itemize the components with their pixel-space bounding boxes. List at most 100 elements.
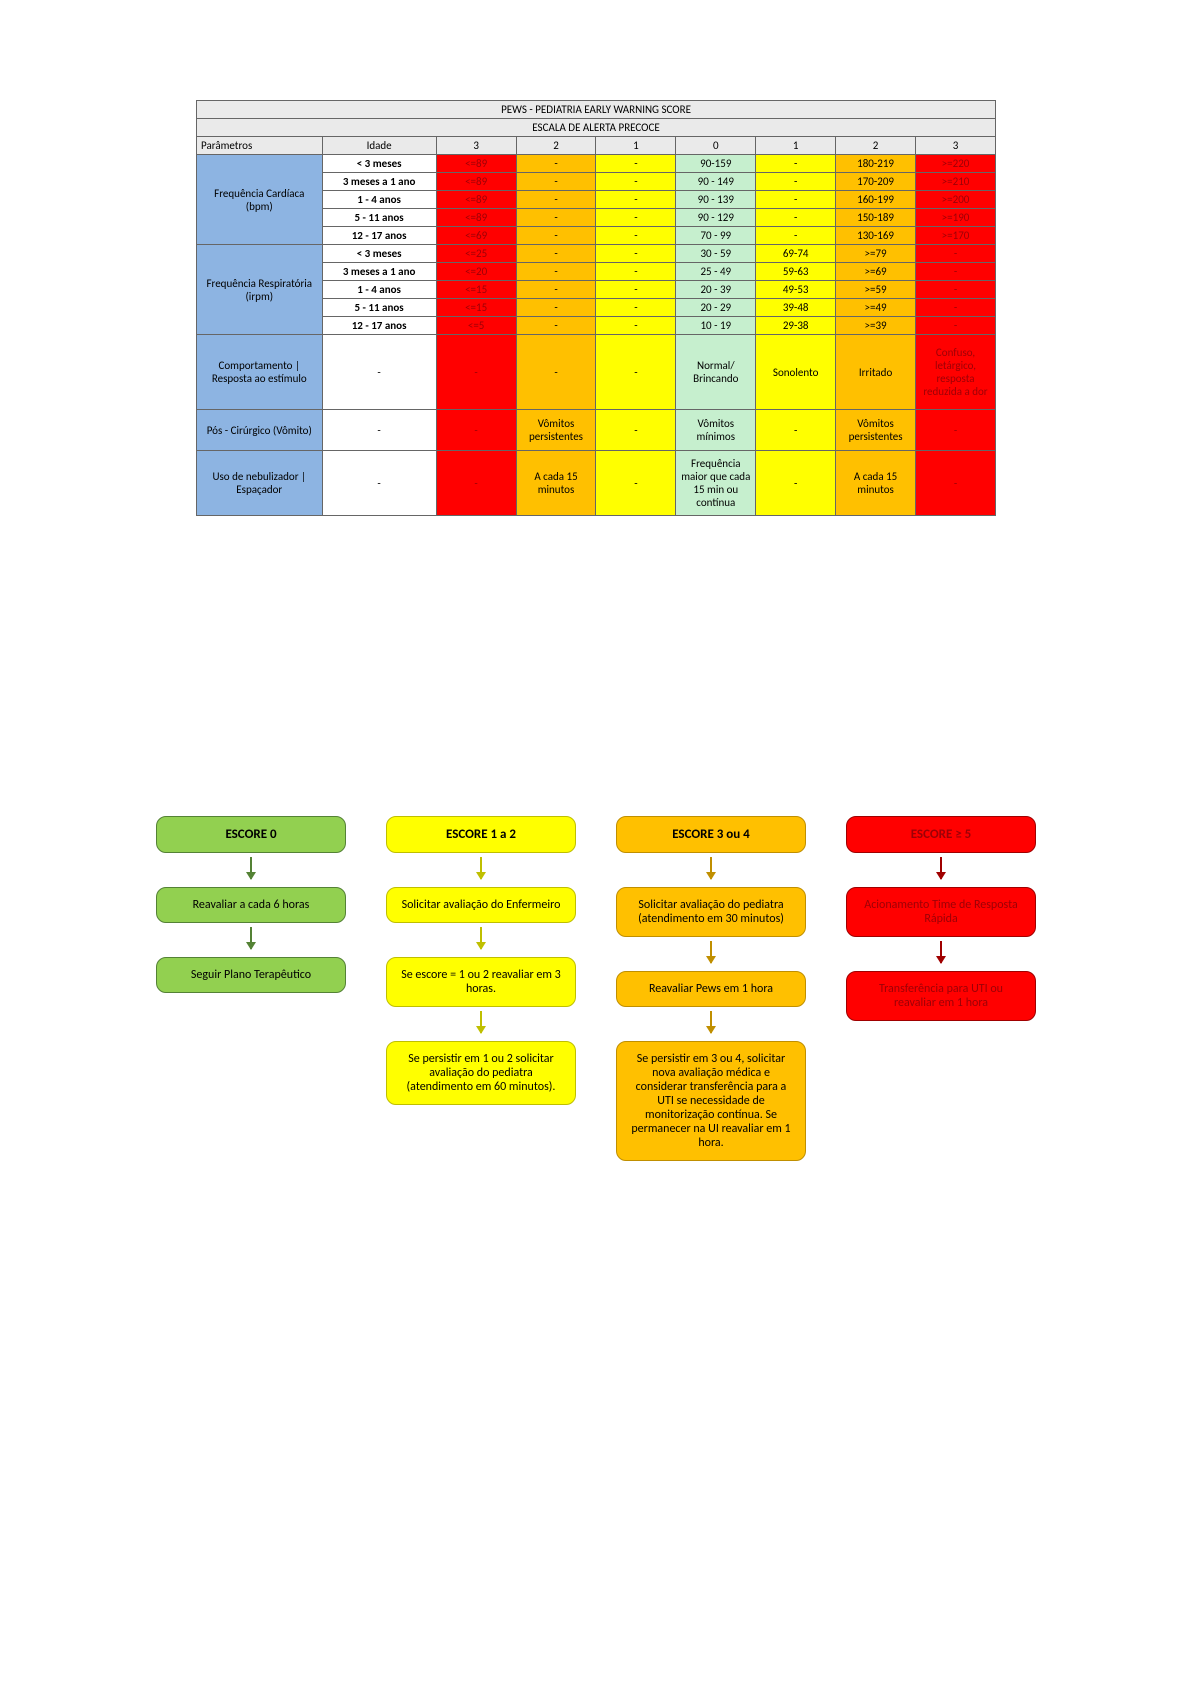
score-cell: - (596, 281, 676, 299)
age-label: 1 - 4 anos (322, 191, 436, 209)
score-cell: - (756, 451, 836, 516)
age-label: 5 - 11 anos (322, 299, 436, 317)
pews-table: PEWS - PEDIATRIA EARLY WARNING SCORE ESC… (196, 100, 996, 516)
score-cell: - (516, 155, 596, 173)
score-cell: - (916, 281, 996, 299)
flow-arrow (480, 857, 482, 879)
score-cell: - (516, 227, 596, 245)
score-cell: <=69 (436, 227, 516, 245)
age-label: 12 - 17 anos (322, 317, 436, 335)
score-cell: >=59 (836, 281, 916, 299)
score-cell: 150-189 (836, 209, 916, 227)
score-cell: Confuso, letárgico, resposta reduzida a … (916, 335, 996, 410)
score-cell: - (516, 263, 596, 281)
score-cell: Frequência maior que cada 15 min ou cont… (676, 451, 756, 516)
flow-column: ESCORE 3 ou 4 Solicitar avaliação do pedi… (611, 816, 811, 1161)
score-cell: - (436, 335, 516, 410)
header-3L: 3 (436, 137, 516, 155)
score-cell: - (436, 410, 516, 451)
score-cell: >=49 (836, 299, 916, 317)
score-cell: Vômitos mínimos (676, 410, 756, 451)
score-cell: <=25 (436, 245, 516, 263)
flow-column: ESCORE 1 a 2Solicitar avaliação do Enfer… (381, 816, 581, 1161)
score-cell: - (756, 191, 836, 209)
flow-node: Se persistir em 3 ou 4, solicitar nova a… (616, 1041, 806, 1161)
table-row: Frequência Respiratória (irpm)< 3 meses<… (197, 245, 996, 263)
age-label: 5 - 11 anos (322, 209, 436, 227)
score-cell: <=89 (436, 191, 516, 209)
score-cell: - (596, 410, 676, 451)
score-cell: >=69 (836, 263, 916, 281)
flow-arrow (940, 941, 942, 963)
table-header-row: Parâmetros Idade 3 2 1 0 1 2 3 (197, 137, 996, 155)
score-cell: A cada 15 minutos (516, 451, 596, 516)
age-label: - (322, 335, 436, 410)
score-cell: - (596, 155, 676, 173)
score-cell: <=89 (436, 155, 516, 173)
score-cell: 170-209 (836, 173, 916, 191)
age-label: - (322, 451, 436, 516)
score-cell: <=89 (436, 209, 516, 227)
flow-node: Acionamento Time de Resposta Rápida (846, 887, 1036, 937)
score-cell: - (596, 317, 676, 335)
flow-arrow (480, 1011, 482, 1033)
flow-arrow (710, 941, 712, 963)
flow-node: Solicitar avaliação do Enfermeiro (386, 887, 576, 923)
header-1R: 1 (756, 137, 836, 155)
age-label: 3 meses a 1 ano (322, 173, 436, 191)
flow-title: ESCORE 0 (156, 816, 346, 853)
param-label: Pós - Cirúrgico (Vômito) (197, 410, 323, 451)
score-cell: - (916, 451, 996, 516)
score-cell: 10 - 19 (676, 317, 756, 335)
score-cell: - (916, 410, 996, 451)
flow-node: Solicitar avaliação do pediatra (atendim… (616, 887, 806, 937)
age-label: < 3 meses (322, 245, 436, 263)
score-cell: >=200 (916, 191, 996, 209)
score-cell: >=220 (916, 155, 996, 173)
score-cell: 69-74 (756, 245, 836, 263)
flow-title: ESCORE 3 ou 4 (616, 816, 806, 853)
score-cell: - (916, 263, 996, 281)
flow-node: Reavaliar Pews em 1 hora (616, 971, 806, 1007)
table-row: Comportamento | Resposta ao estímulo----… (197, 335, 996, 410)
score-cell: <=15 (436, 281, 516, 299)
flow-title: ESCORE ≥ 5 (846, 816, 1036, 853)
score-cell: <=20 (436, 263, 516, 281)
score-cell: 130-169 (836, 227, 916, 245)
score-cell: - (596, 191, 676, 209)
param-label: Uso de nebulizador | Espaçador (197, 451, 323, 516)
flow-arrow (710, 857, 712, 879)
score-cell: Sonolento (756, 335, 836, 410)
score-cell: - (756, 209, 836, 227)
score-cell: - (596, 209, 676, 227)
score-cell: 90 - 149 (676, 173, 756, 191)
score-cell: - (596, 299, 676, 317)
score-cell: - (756, 173, 836, 191)
age-label: < 3 meses (322, 155, 436, 173)
score-cell: - (596, 335, 676, 410)
table-row: Frequência Cardíaca (bpm)< 3 meses<=89--… (197, 155, 996, 173)
score-cell: Normal/ Brincando (676, 335, 756, 410)
header-2R: 2 (836, 137, 916, 155)
score-cell: - (756, 227, 836, 245)
flow-node: Transferência para UTI ou reavaliar em 1… (846, 971, 1036, 1021)
flow-node: Se escore = 1 ou 2 reavaliar em 3 horas. (386, 957, 576, 1007)
score-cell: 20 - 39 (676, 281, 756, 299)
header-idade: Idade (322, 137, 436, 155)
param-label: Comportamento | Resposta ao estímulo (197, 335, 323, 410)
score-cell: 20 - 29 (676, 299, 756, 317)
flow-arrow (710, 1011, 712, 1033)
table-row: Pós - Cirúrgico (Vômito)--Vômitos persis… (197, 410, 996, 451)
score-cell: <=15 (436, 299, 516, 317)
score-cell: 29-38 (756, 317, 836, 335)
score-cell: - (516, 281, 596, 299)
score-cell: 49-53 (756, 281, 836, 299)
score-cell: <=89 (436, 173, 516, 191)
flow-arrow (480, 927, 482, 949)
flow-column: ESCORE 0Reavaliar a cada 6 horasSeguir P… (151, 816, 351, 1161)
table-title: PEWS - PEDIATRIA EARLY WARNING SCORE (197, 101, 996, 119)
flow-column: ESCORE ≥ 5 Acionamento Time de Resposta R… (841, 816, 1041, 1161)
score-cell: - (516, 245, 596, 263)
header-0: 0 (676, 137, 756, 155)
score-cell: >=210 (916, 173, 996, 191)
